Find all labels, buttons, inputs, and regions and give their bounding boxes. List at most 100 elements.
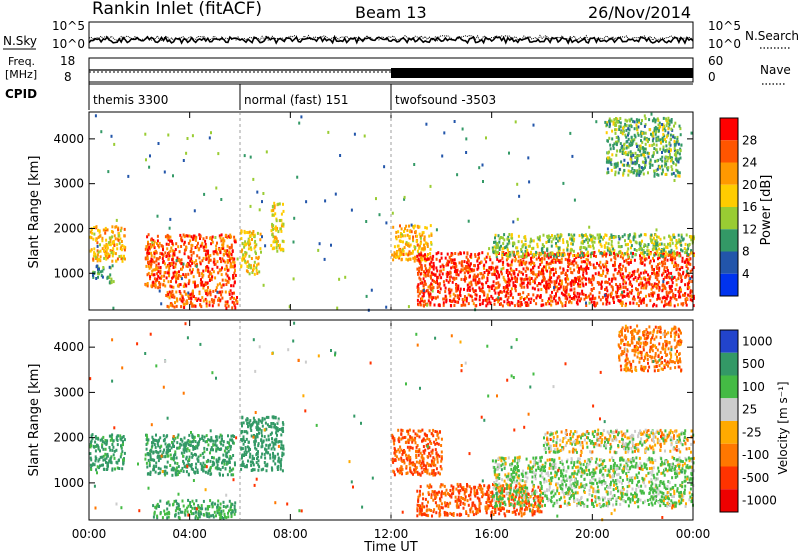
echo-cell <box>194 246 197 249</box>
echo-cell <box>551 290 553 294</box>
echo-cell <box>172 294 174 298</box>
echo-cell <box>413 259 416 263</box>
echo-cell <box>123 227 126 231</box>
echo-cell <box>416 234 418 238</box>
echo-cell <box>430 242 433 246</box>
echo-cell <box>518 263 521 267</box>
echo-cell <box>602 302 605 306</box>
echo-cell <box>253 246 256 250</box>
echo-cell <box>233 504 236 508</box>
echo-cell <box>152 504 155 508</box>
echo-cell <box>662 280 665 284</box>
echo-cell <box>155 257 158 261</box>
echo-cell <box>203 446 206 450</box>
echo-cell <box>672 171 675 175</box>
echo-cell <box>636 157 639 160</box>
echo-cell <box>615 142 618 146</box>
echo-cell <box>90 458 93 462</box>
echo-cell <box>165 276 168 280</box>
echo-cell <box>282 222 285 226</box>
echo-cell <box>111 259 114 263</box>
echo-cell <box>629 280 632 284</box>
echo-cell <box>647 280 650 284</box>
echo-cell <box>679 156 682 160</box>
echo-cell <box>442 297 445 301</box>
echo-cell <box>418 259 421 263</box>
echo-cell <box>184 273 187 277</box>
echo-cell <box>148 246 151 249</box>
echo-cell <box>533 264 536 268</box>
echo-cell <box>518 194 521 198</box>
echo-cell <box>667 242 669 246</box>
echo-cell <box>692 266 695 270</box>
echo-cell <box>395 252 398 256</box>
echo-cell <box>545 240 548 244</box>
echo-cell <box>365 294 368 298</box>
echo-cell <box>508 271 511 275</box>
echo-cell <box>191 289 194 293</box>
echo-cell <box>203 513 206 517</box>
echo-cell <box>438 291 441 294</box>
echo-cell <box>438 259 441 263</box>
echo-cell <box>455 276 458 280</box>
echo-cell <box>479 288 482 292</box>
echo-cell <box>220 233 223 237</box>
noise-traces <box>88 34 694 45</box>
echo-cell <box>548 252 551 256</box>
echo-cell <box>225 283 228 286</box>
echo-cell <box>155 263 158 267</box>
echo-cell <box>220 239 223 243</box>
echo-cell <box>493 288 496 292</box>
echo-cell <box>541 246 544 250</box>
echo-cell <box>429 224 432 228</box>
echo-cell <box>147 260 149 264</box>
echo-cell <box>573 287 576 291</box>
echo-cell <box>677 263 680 267</box>
echo-cell <box>639 282 642 286</box>
echo-cell <box>642 172 645 176</box>
echo-cell <box>157 262 160 266</box>
echo-cell <box>426 253 429 256</box>
echo-cell <box>159 266 162 269</box>
echo-cell <box>193 261 196 265</box>
echo-cell <box>523 285 526 289</box>
echo-cell <box>199 281 202 285</box>
echo-cell <box>157 444 160 448</box>
echo-cell <box>198 515 201 519</box>
echo-cell <box>188 449 191 453</box>
echo-cell <box>228 499 231 503</box>
echo-cell <box>663 268 666 272</box>
echo-cell <box>95 225 98 229</box>
echo-cell <box>275 217 278 221</box>
echo-cell <box>262 283 265 287</box>
echo-cell <box>590 300 593 304</box>
echo-cell <box>446 259 449 263</box>
echo-cell <box>212 301 215 305</box>
echo-cell <box>562 285 565 289</box>
echo-cell <box>662 139 664 143</box>
echo-cell <box>506 290 509 294</box>
echo-cell <box>591 283 594 287</box>
echo-cell <box>618 251 620 255</box>
echo-cell <box>689 277 692 280</box>
echo-cell <box>585 269 588 273</box>
echo-cell <box>452 292 455 296</box>
echo-cell <box>202 455 205 459</box>
echo-cell <box>216 509 219 513</box>
echo-cell <box>606 268 609 272</box>
echo-cell <box>644 233 647 237</box>
echo-cell <box>418 244 421 248</box>
echo-cell <box>224 304 227 308</box>
echo-cell <box>616 295 618 299</box>
echo-cell <box>225 272 228 276</box>
echo-cell <box>178 290 181 293</box>
echo-cell <box>643 124 646 128</box>
echo-cell <box>147 458 150 462</box>
station-title: Rankin Inlet (fitACF) <box>92 0 262 19</box>
echo-cell <box>188 433 191 437</box>
echo-cell <box>668 142 671 146</box>
echo-cell <box>424 226 427 230</box>
echo-cell <box>193 209 196 213</box>
echo-cell <box>520 240 523 244</box>
echo-cell <box>115 225 118 229</box>
